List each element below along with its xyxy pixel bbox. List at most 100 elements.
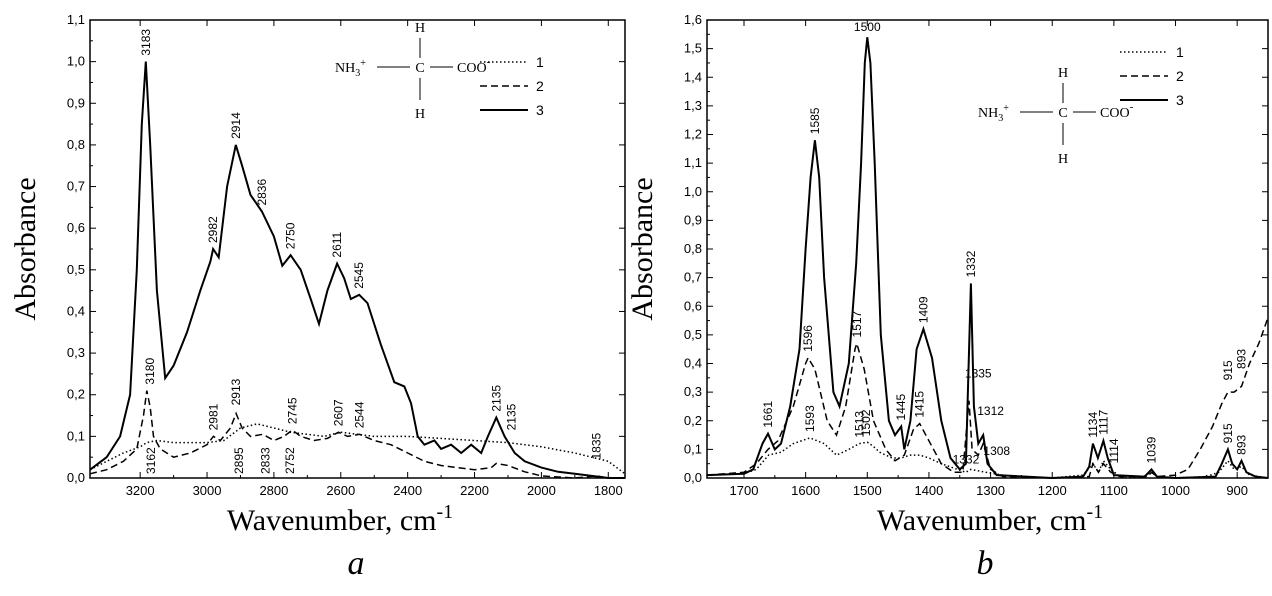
x-tick-label: 1300 [976,483,1005,498]
molecule-right-group: COO- [457,56,491,76]
peak-label: 1585 [808,107,822,134]
legend-label: 3 [536,102,544,118]
peak-label: 2745 [285,397,299,424]
panel-label: a [348,545,365,582]
molecule-structure: H NH3+ C COO- H [978,66,1134,167]
x-tick-label: 1800 [594,483,623,498]
peak-label: 2750 [284,222,298,249]
y-tick-label: 0,4 [684,356,702,371]
peak-label: 2981 [206,403,220,430]
peak-label: 1039 [1144,436,1158,463]
y-tick-label: 1,0 [684,184,702,199]
panel-label: b [977,545,994,582]
peak-label: 3162 [144,447,158,474]
peak-label: 1502 [859,409,873,436]
series-line-2 [706,317,1269,479]
peak-label: 1513 [852,411,866,438]
x-tick-label: 1700 [730,483,759,498]
y-tick-label: 1,5 [684,41,702,56]
peak-label: 915 [1221,423,1235,443]
y-tick-label: 1,3 [684,98,702,113]
y-tick-label: 1,2 [684,127,702,142]
y-tick-label: 0,3 [684,384,702,399]
molecule-h-top: H [1058,66,1068,81]
peak-label: 1596 [801,325,815,352]
legend-label: 3 [1176,92,1184,108]
series-line-1 [706,437,1269,479]
x-tick-label: 1100 [1100,483,1128,498]
peak-label: 2135 [504,403,518,430]
peak-label: 2914 [229,112,243,139]
peak-label: 1312 [977,404,1004,418]
peak-label: 1114 [1107,438,1121,463]
x-tick-label: 1000 [1161,483,1190,498]
peak-label: 893 [1234,349,1248,369]
x-tick-label: 2200 [460,483,489,498]
y-tick-label: 0,0 [684,470,702,485]
legend-label: 1 [536,54,544,70]
legend: 1 2 3 [1120,44,1184,108]
peak-label: 1332 [964,250,978,277]
molecule-carbon: C [415,61,424,76]
peak-label: 1445 [894,393,908,420]
y-tick-label: 1,6 [684,12,702,27]
peak-label: 1117 [1096,410,1110,435]
y-tick-label: 0,8 [67,137,85,152]
x-tick-label: 900 [1226,483,1248,498]
peak-label: 2544 [353,401,367,428]
chart-panel-b: 0,0 0,1 0,2 0,3 0,4 0,5 0,6 0,7 0,8 0,9 1,0 1,1 1,2 1… [626,12,1269,582]
peak-label: 2611 [330,231,344,257]
series-line-2 [89,390,625,479]
x-tick-label: 3000 [193,483,222,498]
x-tick-label: 2600 [326,483,355,498]
molecule-carbon: C [1058,106,1067,121]
x-axis-title: Wavenumber, cm-1 [877,501,1103,537]
y-tick-label: 0,4 [67,303,85,318]
y-tick-label: 0,2 [67,387,85,402]
x-tick-label: 2000 [527,483,556,498]
peak-label: 1593 [803,405,817,432]
peak-label: 1134 [1086,412,1100,438]
y-axis-title: Absorbance [9,177,42,320]
peak-label: 2135 [489,385,503,412]
peak-label: 1517 [850,310,864,337]
peak-label: 1500 [854,20,881,34]
peak-label: 1332 [953,452,980,466]
molecule-left-group: NH3+ [335,58,366,79]
molecule-left-group: NH3+ [978,103,1009,124]
legend-label: 2 [536,78,544,94]
x-axis-title: Wavenumber, cm-1 [227,501,453,537]
peak-label: 2895 [232,447,246,474]
y-tick-label: 0,7 [684,270,702,285]
peak-label: 1661 [761,401,775,428]
peak-label: 2913 [229,378,243,405]
legend-label: 1 [1176,44,1184,60]
peak-label: 893 [1234,434,1248,454]
y-tick-label: 0,6 [67,220,85,235]
y-tick-label: 0,1 [67,428,85,443]
peak-label: 1308 [983,444,1010,458]
y-tick-label: 0,3 [67,345,85,360]
y-tick-label: 0,2 [684,413,702,428]
series-line-1 [89,423,626,475]
y-tick-label: 1,1 [684,155,702,170]
y-tick-label: 1,1 [67,12,85,27]
molecule-h-bottom: H [415,107,425,122]
x-tick-label: 1400 [914,483,943,498]
y-tick-label: 0,0 [67,470,85,485]
series-line-3 [89,61,625,479]
peak-label: 2752 [283,447,297,474]
y-tick-label: 1,4 [684,69,702,84]
peak-label: 2607 [331,399,345,426]
y-tick-label: 0,6 [684,298,702,313]
peak-label: 2982 [206,216,220,243]
x-tick-label: 3200 [126,483,155,498]
y-tick-label: 0,7 [67,179,85,194]
x-tick-label: 1500 [853,483,882,498]
peak-label: 915 [1221,360,1235,380]
y-axis-title: Absorbance [626,177,659,320]
molecule-structure: H NH3+ C COO- H [335,21,491,122]
x-tick-label: 2400 [393,483,422,498]
peak-label: 2545 [352,262,366,289]
molecule-h-bottom: H [1058,152,1068,167]
